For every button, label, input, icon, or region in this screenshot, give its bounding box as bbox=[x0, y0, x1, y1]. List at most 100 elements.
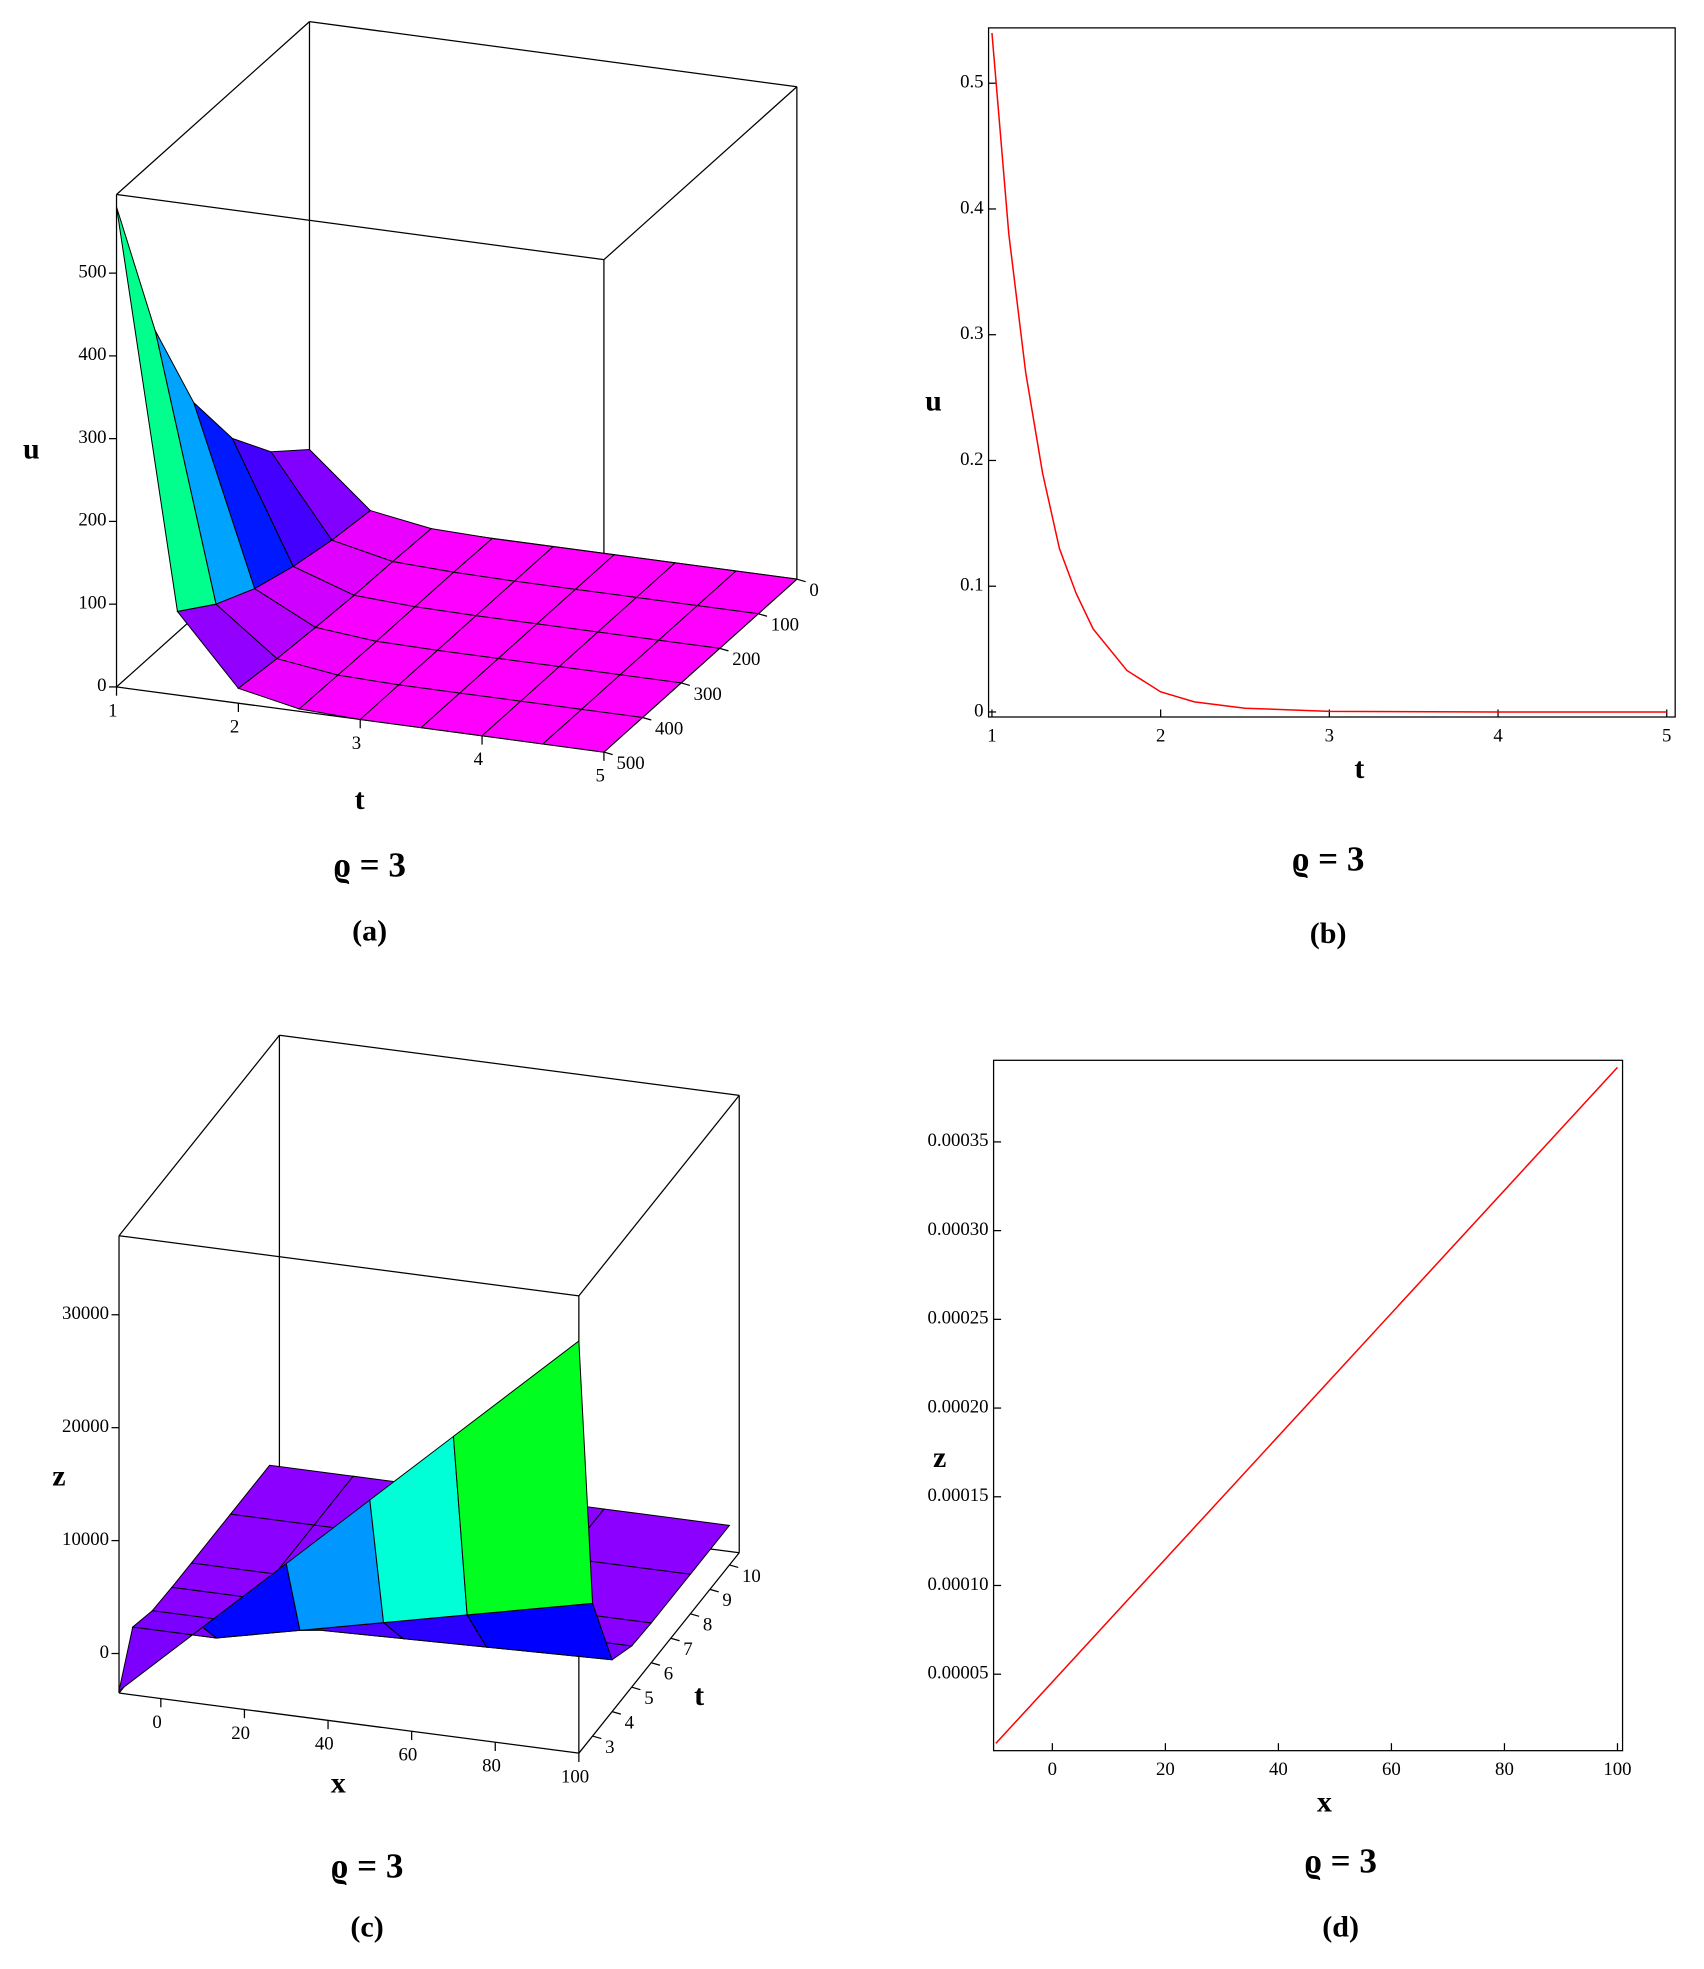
y-tick bbox=[603, 751, 613, 756]
y-tick bbox=[719, 647, 729, 652]
z-tick-label: 100 bbox=[78, 592, 106, 613]
x-tick-label: 4 bbox=[474, 749, 484, 770]
data-line bbox=[991, 32, 1667, 713]
y-tick-label: 100 bbox=[771, 615, 799, 636]
plot-frame bbox=[987, 27, 1676, 718]
y-tick-label: 7 bbox=[683, 1639, 692, 1660]
box-edge bbox=[279, 1034, 740, 1097]
x-tick-label: 80 bbox=[482, 1756, 501, 1777]
x-tick-label: 2 bbox=[230, 717, 239, 738]
x-tick-label: 40 bbox=[315, 1734, 334, 1755]
z-tick-label: 0 bbox=[100, 1642, 109, 1663]
x-tick-label: 5 bbox=[595, 765, 604, 786]
box-edge bbox=[578, 1094, 740, 1297]
y-tick bbox=[690, 1613, 700, 1617]
x-tick-label: 3 bbox=[352, 733, 361, 754]
x-tick-label: 3 bbox=[1325, 725, 1334, 746]
y-tick-label: 0.00015 bbox=[928, 1485, 989, 1506]
x-tick-label: 100 bbox=[561, 1767, 589, 1788]
z-axis-label: z bbox=[52, 1459, 65, 1493]
box-edge bbox=[118, 1235, 579, 1297]
y-tick-label: 500 bbox=[616, 753, 644, 774]
y-tick-label: 8 bbox=[703, 1615, 712, 1636]
y-tick bbox=[709, 1588, 719, 1593]
x-tick-label: 5 bbox=[1662, 725, 1671, 746]
y-tick-label: 0.00035 bbox=[928, 1130, 989, 1151]
box-edge bbox=[578, 1552, 740, 1754]
y-tick-label: 0.00025 bbox=[928, 1308, 989, 1329]
y-tick bbox=[642, 716, 652, 721]
x-axis-label: x bbox=[1317, 1784, 1332, 1818]
y-tick-label: 0 bbox=[809, 580, 818, 601]
z-tick-label: 500 bbox=[78, 261, 106, 282]
z-tick-label: 10000 bbox=[62, 1529, 109, 1550]
y-tick-label: 0.3 bbox=[960, 323, 983, 344]
box-edge bbox=[116, 193, 605, 261]
z-tick-label: 0 bbox=[97, 675, 106, 696]
y-tick bbox=[680, 682, 691, 687]
z-tick-label: 200 bbox=[78, 510, 106, 531]
box-edge bbox=[116, 21, 310, 195]
y-tick bbox=[611, 1711, 622, 1715]
x-tick-label: 60 bbox=[1382, 1759, 1401, 1780]
y-tick-label: 0.00030 bbox=[928, 1219, 989, 1240]
z-tick-label: 300 bbox=[78, 427, 106, 448]
caption: ϱ = 3 bbox=[331, 1847, 404, 1886]
y-tick-label: 300 bbox=[694, 684, 722, 705]
y-tick-label: 9 bbox=[722, 1590, 731, 1611]
x-tick-label: 40 bbox=[1269, 1759, 1288, 1780]
surface-patch bbox=[369, 1435, 468, 1624]
y-tick-label: 0.00010 bbox=[928, 1574, 989, 1595]
y-tick-label: 0.2 bbox=[960, 449, 983, 470]
x-tick-label: 0 bbox=[152, 1712, 161, 1733]
y-tick-label: 6 bbox=[664, 1664, 673, 1685]
x-axis-label: x bbox=[331, 1766, 346, 1800]
y-tick-label: 4 bbox=[625, 1712, 635, 1733]
y-axis-label: u bbox=[925, 384, 942, 418]
surface-patch bbox=[452, 1340, 594, 1616]
y-tick bbox=[796, 578, 806, 583]
y-tick-label: 200 bbox=[732, 649, 760, 670]
y-axis-label: t bbox=[694, 1678, 704, 1712]
x-tick-label: 2 bbox=[1156, 725, 1165, 746]
x-tick-label: 1 bbox=[108, 700, 117, 721]
z-tick-label: 30000 bbox=[62, 1303, 109, 1324]
y-tick-label: 0.00020 bbox=[928, 1396, 989, 1417]
x-tick-label: 20 bbox=[1156, 1759, 1175, 1780]
panel-label: (b) bbox=[1310, 916, 1347, 950]
surface-patch bbox=[118, 1626, 219, 1692]
box-edge bbox=[118, 1034, 280, 1237]
y-tick-label: 3 bbox=[605, 1737, 614, 1758]
y-axis-label: z bbox=[933, 1440, 946, 1474]
caption: ϱ = 3 bbox=[333, 846, 406, 885]
caption: ϱ = 3 bbox=[1292, 839, 1365, 878]
box-edge bbox=[309, 20, 797, 88]
y-tick bbox=[729, 1564, 739, 1569]
y-tick bbox=[758, 613, 768, 617]
box-edge bbox=[118, 1692, 579, 1754]
y-tick-label: 0.5 bbox=[960, 72, 983, 93]
y-tick-label: 0.4 bbox=[960, 197, 984, 218]
x-tick-label: 20 bbox=[231, 1723, 250, 1744]
box-edge bbox=[603, 86, 798, 261]
panel-label: (a) bbox=[352, 914, 387, 948]
z-axis-label: u bbox=[23, 431, 40, 465]
x-axis-label: t bbox=[1354, 751, 1364, 785]
caption: ϱ = 3 bbox=[1304, 1842, 1377, 1881]
z-tick-label: 400 bbox=[78, 344, 106, 365]
x-tick-label: 4 bbox=[1493, 725, 1503, 746]
x-tick-label: 60 bbox=[398, 1745, 417, 1766]
x-tick-label: 0 bbox=[1048, 1759, 1057, 1780]
y-tick-label: 0.1 bbox=[960, 575, 983, 596]
x-axis-label: t bbox=[355, 782, 365, 816]
x-tick-label: 100 bbox=[1603, 1759, 1631, 1780]
y-tick bbox=[670, 1637, 680, 1642]
panel-label: (c) bbox=[350, 1910, 383, 1944]
y-tick-label: 5 bbox=[644, 1688, 653, 1709]
x-tick-label: 1 bbox=[987, 725, 996, 746]
y-tick-label: 0 bbox=[974, 700, 983, 721]
y-tick-label: 400 bbox=[655, 718, 683, 739]
plot-frame bbox=[992, 1059, 1624, 1752]
y-tick bbox=[651, 1662, 661, 1666]
